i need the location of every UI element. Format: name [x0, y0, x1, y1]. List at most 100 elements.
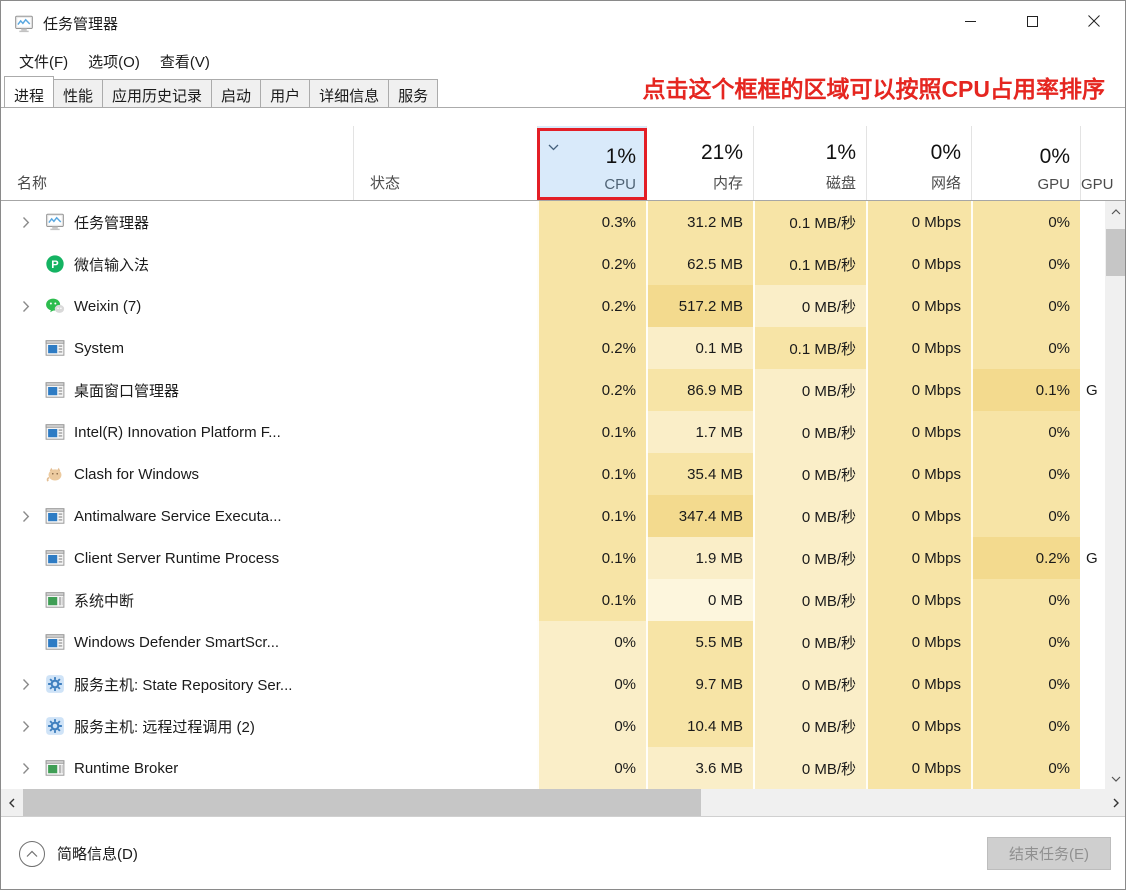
column-header-status[interactable]: 状态	[353, 126, 537, 200]
taskmgr-icon	[45, 212, 65, 232]
process-row-5[interactable]: Intel(R) Innovation Platform F... 0.1% 1.7…	[1, 411, 1105, 453]
expand-chevron-icon[interactable]	[15, 300, 37, 313]
column-header-name[interactable]: 名称	[1, 126, 353, 200]
maximize-button[interactable]	[1001, 1, 1063, 46]
column-header-gpu_engine[interactable]: GPU	[1080, 126, 1114, 200]
disk-cell: 0 MB/秒	[753, 663, 866, 705]
expand-chevron-icon[interactable]	[15, 720, 37, 733]
disk-cell: 0.1 MB/秒	[753, 243, 866, 285]
disk-cell: 0 MB/秒	[753, 453, 866, 495]
column-header-gpu[interactable]: 0% GPU	[971, 126, 1080, 200]
menu-item-2[interactable]: 查看(V)	[159, 53, 210, 71]
tab-1[interactable]: 性能	[53, 79, 104, 107]
process-name-cell: 服务主机: 远程过程调用 (2)	[1, 705, 353, 747]
memory-cell: 0 MB	[646, 579, 753, 621]
process-name: System	[74, 339, 125, 357]
cpu-cell: 0%	[537, 663, 646, 705]
process-row-13[interactable]: Runtime Broker 0% 3.6 MB 0 MB/秒 0 Mbps 0%	[1, 747, 1105, 789]
window-green-icon	[45, 758, 65, 778]
close-button[interactable]	[1063, 1, 1125, 46]
window-title: 任务管理器	[43, 16, 119, 33]
disk-cell: 0.1 MB/秒	[753, 201, 866, 243]
column-header-cpu[interactable]: 1% CPU	[537, 126, 646, 200]
scroll-left-arrow-icon[interactable]	[1, 789, 23, 816]
expand-chevron-icon[interactable]	[15, 510, 37, 523]
scroll-up-arrow-icon[interactable]	[1105, 201, 1125, 222]
gear-icon	[45, 716, 65, 736]
gpu-engine-cell	[1080, 285, 1105, 327]
process-row-1[interactable]: P 微信输入法 0.2% 62.5 MB 0.1 MB/秒 0 Mbps 0%	[1, 243, 1105, 285]
memory-cell: 347.4 MB	[646, 495, 753, 537]
disk-cell: 0.1 MB/秒	[753, 327, 866, 369]
horizontal-scroll-thumb[interactable]	[23, 789, 701, 816]
gpu-engine-cell	[1080, 495, 1105, 537]
gpu-cell: 0%	[971, 579, 1080, 621]
process-row-3[interactable]: System 0.2% 0.1 MB 0.1 MB/秒 0 Mbps 0%	[1, 327, 1105, 369]
column-header-network[interactable]: 0% 网络	[866, 126, 971, 200]
expand-chevron-icon[interactable]	[15, 762, 37, 775]
cpu-cell: 0.2%	[537, 243, 646, 285]
column-label-memory: 内存	[712, 175, 743, 192]
disk-cell: 0 MB/秒	[753, 705, 866, 747]
tab-3[interactable]: 启动	[211, 79, 262, 107]
process-name-cell: Weixin (7)	[1, 285, 353, 327]
scroll-down-arrow-icon[interactable]	[1105, 768, 1125, 789]
process-name: 服务主机: State Repository Ser...	[74, 676, 293, 694]
column-header-disk[interactable]: 1% 磁盘	[753, 126, 866, 200]
process-row-7[interactable]: Antimalware Service Executa... 0.1% 347.4 …	[1, 495, 1105, 537]
disk-cell: 0 MB/秒	[753, 369, 866, 411]
process-name-cell: 桌面窗口管理器	[1, 369, 353, 411]
gpu-cell: 0.1%	[971, 369, 1080, 411]
tab-6[interactable]: 服务	[388, 79, 439, 107]
tab-0[interactable]: 进程	[4, 76, 55, 107]
cpu-cell: 0.1%	[537, 495, 646, 537]
menu-item-0[interactable]: 文件(F)	[19, 53, 69, 71]
status-cell	[353, 747, 537, 789]
process-row-0[interactable]: 任务管理器 0.3% 31.2 MB 0.1 MB/秒 0 Mbps 0%	[1, 201, 1105, 243]
process-row-12[interactable]: 服务主机: 远程过程调用 (2) 0% 10.4 MB 0 MB/秒 0 Mbps 0%	[1, 705, 1105, 747]
network-cell: 0 Mbps	[866, 201, 971, 243]
process-row-2[interactable]: Weixin (7) 0.2% 517.2 MB 0 MB/秒 0 Mbps 0%	[1, 285, 1105, 327]
end-task-button[interactable]: 结束任务(E)	[987, 837, 1111, 870]
vertical-scrollbar[interactable]	[1105, 201, 1125, 789]
memory-cell: 35.4 MB	[646, 453, 753, 495]
tab-4[interactable]: 用户	[260, 79, 311, 107]
gpu-engine-cell	[1080, 453, 1105, 495]
network-cell: 0 Mbps	[866, 621, 971, 663]
network-cell: 0 Mbps	[866, 495, 971, 537]
network-cell: 0 Mbps	[866, 537, 971, 579]
vertical-scroll-thumb[interactable]	[1106, 229, 1125, 276]
close-icon	[1087, 14, 1101, 33]
network-cell: 0 Mbps	[866, 747, 971, 789]
disk-cell: 0 MB/秒	[753, 495, 866, 537]
fewer-details-label: 简略信息(D)	[57, 846, 138, 863]
horizontal-scrollbar[interactable]	[1, 789, 1125, 817]
menu-item-1[interactable]: 选项(O)	[88, 53, 140, 71]
gpu-cell: 0%	[971, 747, 1080, 789]
process-name-cell: 系统中断	[1, 579, 353, 621]
process-row-10[interactable]: Windows Defender SmartScr... 0% 5.5 MB 0 MB…	[1, 621, 1105, 663]
network-cell: 0 Mbps	[866, 663, 971, 705]
process-row-8[interactable]: Client Server Runtime Process 0.1% 1.9 MB 0…	[1, 537, 1105, 579]
tab-2[interactable]: 应用历史记录	[102, 79, 213, 107]
process-row-9[interactable]: 系统中断 0.1% 0 MB 0 MB/秒 0 Mbps 0%	[1, 579, 1105, 621]
status-cell	[353, 453, 537, 495]
window-blue-icon	[45, 422, 65, 442]
scroll-right-arrow-icon[interactable]	[1105, 789, 1125, 816]
column-label-status: 状态	[370, 175, 401, 192]
minimize-button[interactable]	[939, 1, 1001, 46]
column-header-memory[interactable]: 21% 内存	[646, 126, 753, 200]
expand-chevron-icon[interactable]	[15, 678, 37, 691]
tab-5[interactable]: 详细信息	[309, 79, 390, 107]
status-cell	[353, 663, 537, 705]
expand-chevron-icon[interactable]	[15, 216, 37, 229]
gpu-cell: 0%	[971, 663, 1080, 705]
process-name: Runtime Broker	[74, 759, 179, 777]
gpu-engine-cell	[1080, 705, 1105, 747]
gpu-cell: 0%	[971, 327, 1080, 369]
process-row-4[interactable]: 桌面窗口管理器 0.2% 86.9 MB 0 MB/秒 0 Mbps 0.1% G	[1, 369, 1105, 411]
fewer-details-toggle[interactable]: 简略信息(D)	[19, 840, 138, 867]
process-row-11[interactable]: 服务主机: State Repository Ser... 0% 9.7 MB 0 M…	[1, 663, 1105, 705]
process-row-6[interactable]: Clash for Windows 0.1% 35.4 MB 0 MB/秒 0 Mbps…	[1, 453, 1105, 495]
cpu-cell: 0.1%	[537, 537, 646, 579]
